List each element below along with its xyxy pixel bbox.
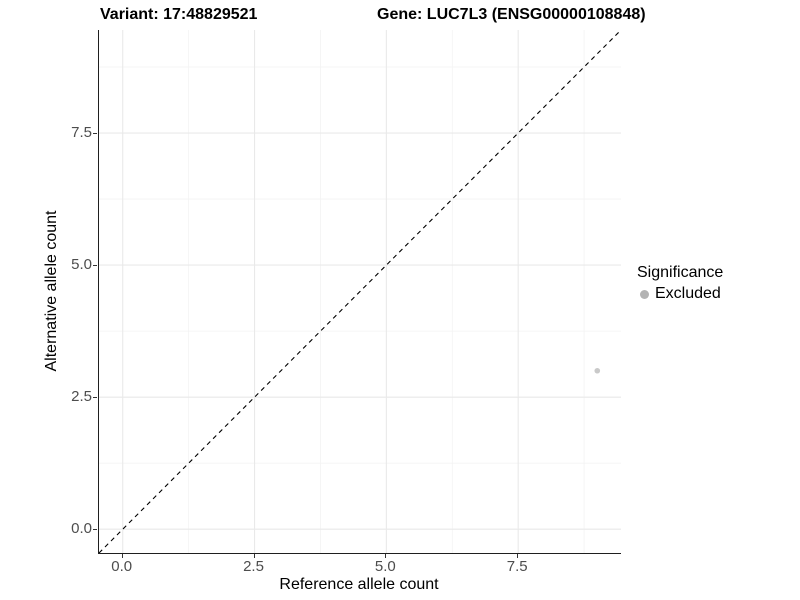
plot-canvas xyxy=(99,30,621,553)
plot-title-variant: Variant: 17:48829521 xyxy=(100,6,258,23)
y-tick-mark xyxy=(93,133,97,134)
y-tick-label: 7.5 xyxy=(71,124,92,141)
x-tick-mark xyxy=(385,554,387,558)
y-tick-mark xyxy=(93,265,97,267)
plot-panel xyxy=(98,30,621,554)
x-tick-label: 0.0 xyxy=(111,558,133,575)
y-tick-mark xyxy=(93,529,97,531)
legend: Significance Excluded xyxy=(637,264,723,303)
x-axis-title: Reference allele count xyxy=(279,576,439,593)
legend-item-label: Excluded xyxy=(655,285,721,302)
legend-item-excluded: Excluded xyxy=(637,285,723,303)
y-tick-label: 2.5 xyxy=(71,388,92,406)
plot-title-gene: Gene: LUC7L3 (ENSG00000108848) xyxy=(377,6,646,23)
x-tick-label: 7.5 xyxy=(506,558,528,575)
y-tick-mark xyxy=(93,397,97,399)
x-tick-label: 5.0 xyxy=(374,558,396,575)
x-tick-mark xyxy=(253,554,255,558)
identity-dashed-line xyxy=(99,30,621,553)
y-axis-title: Alternative allele count xyxy=(43,210,60,372)
x-tick-mark xyxy=(517,554,519,558)
legend-title: Significance xyxy=(637,264,724,281)
x-tick-mark xyxy=(121,554,123,558)
legend-key-dot-icon xyxy=(640,289,649,299)
x-tick-label: 2.5 xyxy=(243,558,264,575)
y-tick-label: 0.0 xyxy=(71,520,92,538)
data-point xyxy=(594,367,601,374)
y-tick-label: 5.0 xyxy=(71,256,92,274)
